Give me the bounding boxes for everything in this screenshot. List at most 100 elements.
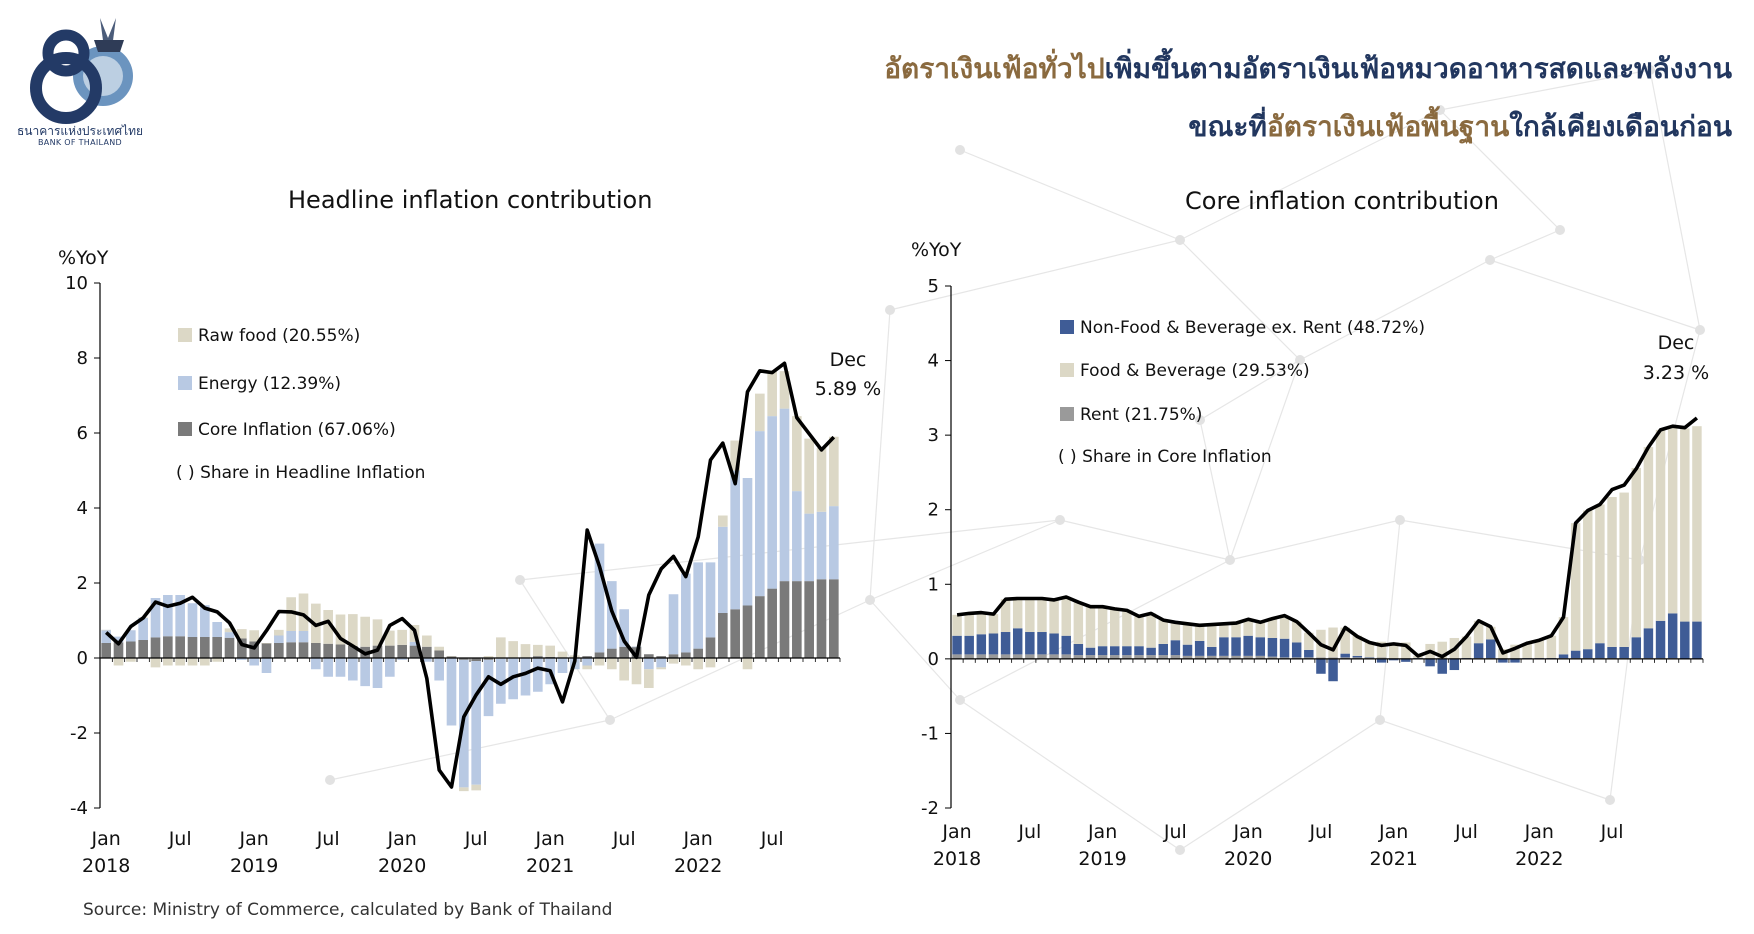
bar-core [422, 646, 432, 658]
bar-raw_food [175, 658, 185, 666]
bar-raw_food [113, 658, 124, 666]
x-tick-label: Jan [239, 828, 269, 850]
bar-nonfood [1328, 658, 1338, 682]
x-tick-label: Jan [387, 828, 417, 850]
network-line [609, 599, 871, 721]
bar-nonfood [1037, 632, 1047, 655]
bar-rent [1158, 655, 1168, 659]
bar-rent [1000, 654, 1011, 659]
bar-food_bev [1000, 599, 1011, 633]
bar-rent [1122, 655, 1132, 659]
bar-rent [1073, 655, 1084, 659]
bar-nonfood [1085, 647, 1096, 656]
bar-energy [348, 658, 358, 681]
bar-food_bev [1558, 617, 1569, 655]
bar-core [668, 654, 679, 658]
bar-food_bev [1655, 429, 1666, 621]
network-node [1195, 415, 1205, 425]
bar-raw_food [397, 629, 407, 645]
bar-core [212, 637, 222, 658]
bar-core [385, 645, 395, 658]
bar-food_bev [1667, 426, 1678, 614]
legend-swatch-raw_food [178, 328, 192, 342]
bar-food_bev [1231, 623, 1241, 638]
bar-energy [693, 562, 703, 649]
bar-nonfood [1449, 658, 1460, 671]
x-tick-label: Jul [1017, 821, 1041, 843]
y-tick-label: 8 [77, 348, 88, 369]
bar-core [126, 641, 136, 658]
bar-raw_food [335, 614, 346, 645]
bar-core [483, 658, 494, 660]
bar-raw_food [718, 515, 728, 527]
bar-food_bev [1583, 510, 1593, 650]
bar-rent [964, 654, 974, 659]
network-line [1059, 519, 1231, 561]
bar-core [594, 652, 605, 658]
legend-label: Core Inflation (67.06%) [198, 420, 396, 440]
bar-core [533, 656, 543, 658]
bar-rent [1219, 655, 1229, 659]
bar-energy [557, 658, 568, 673]
bar-food_bev [1607, 497, 1617, 647]
y-tick-label: -1 [921, 723, 939, 744]
bar-rent [1012, 654, 1023, 659]
bar-nonfood [1619, 646, 1629, 659]
bar-nonfood [1376, 658, 1387, 663]
x-tick-label: Jul [1454, 821, 1478, 843]
bar-raw_food [730, 440, 740, 471]
network-node [605, 715, 615, 725]
network-line [519, 519, 1061, 581]
network-node [1605, 795, 1615, 805]
bar-core [582, 656, 592, 658]
bar-food_bev [1570, 523, 1581, 651]
bar-core [298, 642, 309, 658]
bar-food_bev [1376, 641, 1387, 658]
bar-nonfood [1194, 640, 1205, 656]
network-node [1225, 555, 1235, 565]
bar-rent [1049, 654, 1059, 659]
bar-rent [1207, 655, 1217, 659]
bar-nonfood [1643, 628, 1654, 659]
bar-rent [1328, 657, 1338, 659]
bar-raw_food [200, 658, 210, 666]
bar-food_bev [1097, 606, 1108, 647]
bar-core [644, 654, 654, 658]
bar-core [348, 646, 358, 658]
bar-food_bev [1182, 623, 1193, 645]
legend-swatch-nonfood [1060, 320, 1074, 334]
bar-rent [1243, 655, 1253, 659]
bar-nonfood [1243, 635, 1253, 656]
headline-text: ขณะที่ [1188, 110, 1267, 143]
bar-energy [471, 661, 481, 785]
x-tick-label: Jul [464, 828, 488, 850]
bar-energy [175, 595, 185, 637]
bar-rent [988, 654, 999, 659]
annotation-value: 5.89 % [815, 378, 881, 400]
x-year-label: 2018 [82, 855, 130, 877]
bar-core [274, 643, 284, 658]
network-line [1439, 69, 1651, 111]
bar-nonfood [1279, 638, 1290, 658]
x-year-label: 2019 [230, 855, 278, 877]
bar-rent [1170, 655, 1181, 659]
bar-food_bev [988, 614, 999, 634]
bar-core [249, 641, 259, 658]
bar-nonfood [1667, 613, 1678, 659]
bar-raw_food [533, 644, 543, 657]
bar-raw_food [372, 619, 383, 646]
bar-nonfood [1219, 637, 1229, 656]
bar-energy [372, 658, 383, 688]
bar-nonfood [1437, 658, 1447, 674]
y-tick-label: 1 [928, 574, 939, 595]
network-line [889, 239, 1181, 311]
bar-core [335, 644, 346, 658]
bar-core [434, 650, 444, 658]
bar-energy [755, 431, 765, 597]
bar-core [237, 638, 247, 658]
bar-raw_food [693, 658, 703, 670]
bar-raw_food [619, 658, 629, 681]
bar-food_bev [1122, 610, 1132, 647]
y-tick-label: 4 [928, 351, 939, 372]
bar-raw_food [496, 637, 506, 658]
